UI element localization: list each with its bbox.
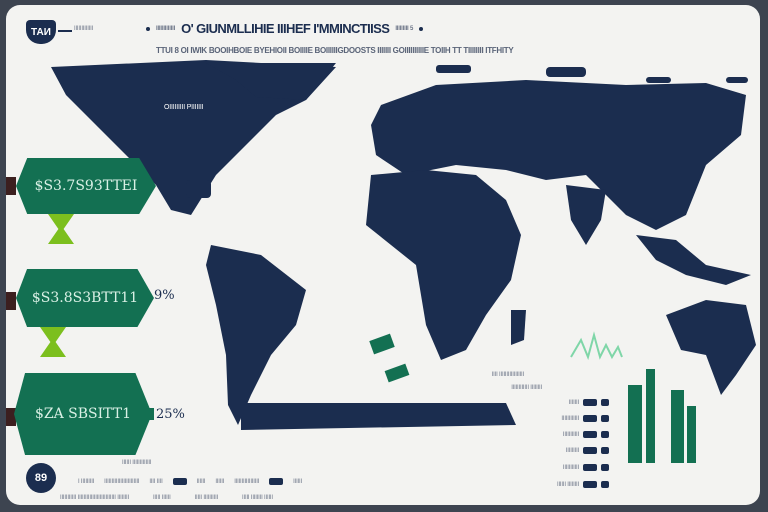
antarctica-strip	[241, 403, 516, 430]
logo: ТАИ	[26, 20, 56, 44]
legend-row: IIIIIIIIIIII IIIIIIII	[511, 385, 542, 391]
greenland	[206, 63, 336, 100]
bar-3	[671, 390, 684, 463]
percent-label-2: 9%	[154, 288, 175, 303]
legend-row: IIIIII IIIIIIII	[557, 481, 609, 488]
footer-caption: IIIIII IIIIIIIIIIIII	[122, 460, 152, 466]
hexagon-value-3: $ZA SBSITT1	[14, 373, 152, 455]
subtitle: TTUI 8 OI IWIK BOOIHBOIE BYEHIOII BOIIII…	[156, 46, 514, 55]
logo-divider	[58, 30, 72, 32]
hex-tab	[6, 177, 16, 195]
legend-row: IIIIIIIII	[566, 447, 609, 454]
europe-asia	[371, 80, 746, 230]
infographic-card: ТАИ IIIIIIIIIIIII IIIIIIIIIIIII O' GIUNM…	[6, 5, 760, 505]
australia	[666, 300, 756, 395]
north-america	[51, 60, 336, 215]
percent-marker	[146, 408, 154, 420]
title-text: O' GIUNMLLIHIE IIIHEF I'MMINCTIISS	[181, 21, 390, 36]
legend-row: IIIIIIIIIII	[563, 431, 609, 438]
bullet-icon	[419, 26, 424, 31]
southeast-asia	[636, 235, 751, 285]
bar-2	[646, 369, 655, 463]
sparkline	[570, 331, 623, 361]
hexagon-value-2: $S3.8S3BTT11	[16, 269, 154, 327]
legend-row: IIIIIIIIIIII	[561, 415, 609, 422]
india	[566, 185, 606, 245]
percent-label-3: 25%	[156, 407, 185, 422]
logo-caption: IIIIIIIIIIIII	[74, 26, 94, 32]
footer-notes: IIIIIIIIIII IIIIIIIIIIIIIIIIIIIIIIIIII I…	[60, 495, 273, 501]
map-label-north-america: OIIIIIIIII PIIIIIII	[164, 104, 204, 111]
madagascar	[511, 310, 526, 345]
hex-tab	[6, 408, 16, 426]
hex-tab	[6, 292, 16, 310]
bar-1	[628, 385, 642, 463]
south-america	[206, 245, 306, 425]
footer-badge: 89	[26, 463, 56, 493]
title-prefix: IIIIIIIIIIIII	[156, 25, 176, 32]
legend-row: IIIIIII	[569, 399, 609, 406]
page-title: IIIIIIIIIIIII O' GIUNMLLIHIE IIIHEF I'MM…	[146, 21, 424, 36]
footer-items: I IIIIIIIII IIIIIIIIIIIIIIIIIIIIIIII III…	[78, 478, 302, 485]
world-map	[51, 60, 756, 430]
bullet-icon	[146, 26, 150, 31]
hexagon-value-1: $S3.7S93TTEI	[16, 158, 156, 214]
legend-row: IIII IIIIIIIIIIIIIIIII	[491, 372, 524, 378]
africa	[366, 170, 521, 360]
legend-row: IIIIIIIIIII	[563, 464, 609, 471]
title-suffix: IIIIIIIII 5	[395, 25, 414, 32]
bar-4	[687, 405, 696, 463]
